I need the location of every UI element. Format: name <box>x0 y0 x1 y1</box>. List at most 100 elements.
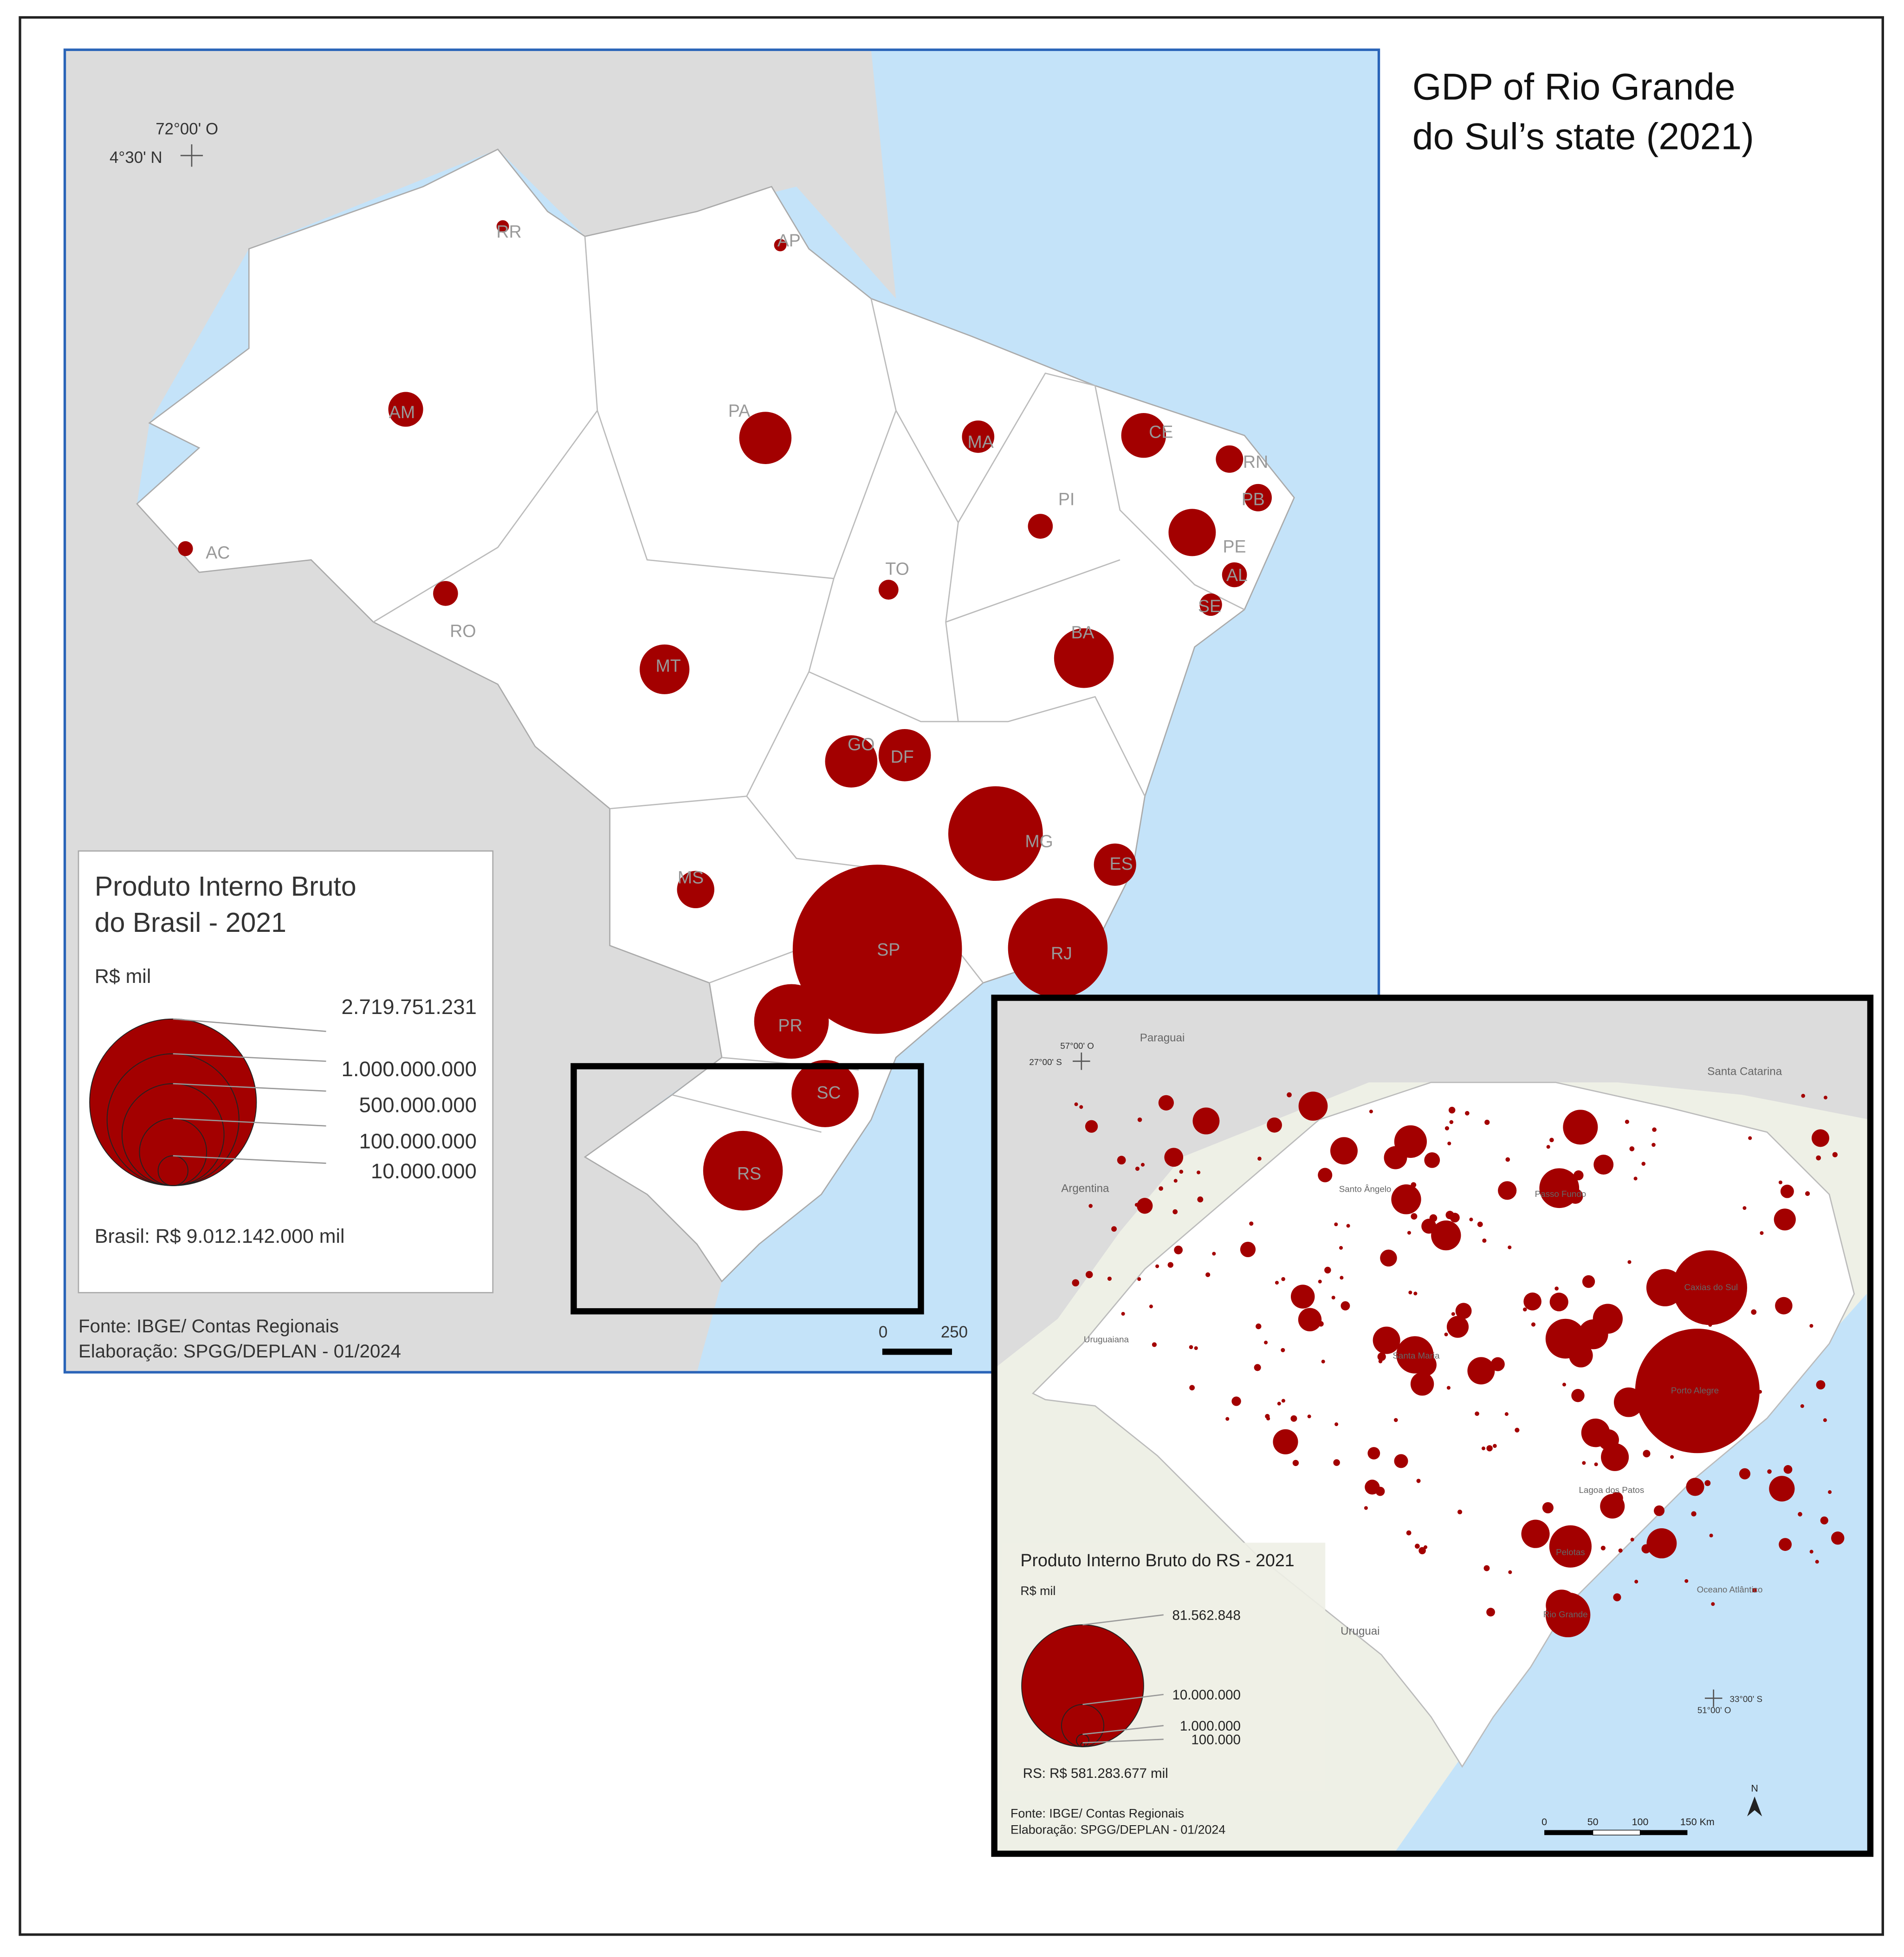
place-label: Lagoa dos Patos <box>1579 1485 1644 1495</box>
state-bubble <box>388 392 423 427</box>
municipality-bubble <box>1394 1454 1408 1468</box>
legend-size: 81.562.848 <box>1172 1608 1241 1623</box>
municipality-bubble <box>1365 1479 1380 1495</box>
municipality-bubble <box>1339 1246 1343 1250</box>
coord-cross <box>1073 1053 1723 1707</box>
municipality-bubble <box>1562 1382 1567 1387</box>
municipality-bubble <box>1189 1385 1195 1391</box>
source-text: Elaboração: SPGG/DEPLAN - 01/2024 <box>78 1341 401 1362</box>
municipality-bubble <box>1508 1570 1512 1574</box>
state-label: AL <box>1226 565 1248 585</box>
municipality-bubble <box>1264 1340 1268 1344</box>
municipality-bubble <box>1779 1538 1792 1551</box>
municipality-bubble <box>1158 1095 1174 1111</box>
municipality-bubble <box>1257 1156 1262 1161</box>
state-bubble <box>948 786 1043 881</box>
rs-ocean <box>1393 1294 1871 1854</box>
legend-leader <box>173 1053 326 1062</box>
municipality-bubble <box>1594 1462 1598 1466</box>
legend-leader <box>1082 1738 1164 1744</box>
municipality-bubble <box>1318 1279 1322 1284</box>
municipality-bubble <box>1298 1092 1328 1121</box>
municipality-bubble <box>1273 1429 1298 1454</box>
place-label: Santo Ângelo <box>1339 1184 1392 1194</box>
municipality-bubble <box>1455 1303 1472 1319</box>
municipality-bubble <box>1654 1505 1665 1516</box>
municipality-bubble <box>1627 1260 1632 1264</box>
legend-title: Produto Interno Bruto do RS - 2021 <box>1020 1550 1294 1570</box>
municipality-bubble <box>1563 1110 1598 1145</box>
municipality-bubble <box>1505 1157 1510 1162</box>
state-bubble <box>1244 484 1272 511</box>
municipality-bubble <box>1149 1305 1153 1309</box>
municipality-bubble <box>1088 1204 1093 1208</box>
place-label: Pelotas <box>1556 1547 1585 1557</box>
coord-label: 57°00' O <box>1060 1041 1094 1051</box>
state-label: SP <box>877 940 900 959</box>
municipality-bubble <box>1635 1329 1760 1453</box>
municipality-bubble <box>1486 1445 1493 1452</box>
municipality-bubble <box>1542 1502 1554 1514</box>
scale-label: 100 <box>1632 1816 1649 1828</box>
municipality-bubble <box>1334 1422 1339 1427</box>
coord-label: 33°00' S <box>1730 1694 1763 1704</box>
municipality-bubble <box>1281 1277 1285 1281</box>
legend-size: 10.000.000 <box>371 1159 477 1183</box>
municipality-bubble <box>1256 1323 1262 1330</box>
municipality-bubble <box>1416 1479 1421 1483</box>
municipality-bubble <box>1618 1548 1623 1553</box>
municipality-bubble <box>1832 1152 1838 1157</box>
municipality-bubble <box>1444 1126 1450 1130</box>
state-label: PR <box>778 1015 802 1035</box>
municipality-bubble <box>1484 1119 1490 1125</box>
state-label: MS <box>678 867 704 887</box>
state-bubble <box>1121 413 1166 458</box>
municipality-bubble <box>1711 1602 1715 1606</box>
place-label: Santa Catarina <box>1707 1065 1782 1078</box>
municipality-bubble <box>1424 1545 1428 1549</box>
municipality-bubble <box>1672 1250 1748 1325</box>
municipality-bubble <box>1189 1345 1193 1350</box>
municipality-bubble <box>1625 1119 1629 1124</box>
state-label: PA <box>728 401 750 420</box>
municipality-bubble <box>1117 1156 1126 1165</box>
legend-leader <box>173 1155 326 1164</box>
title: GDP of Rio Grande <box>1412 66 1736 108</box>
legend-leader <box>173 1117 326 1127</box>
municipality-bubble <box>1333 1459 1340 1466</box>
municipality-bubble <box>1783 1465 1793 1474</box>
municipality-bubble <box>1445 1211 1454 1220</box>
municipality-bubble <box>1418 1547 1426 1555</box>
state-label: DF <box>891 747 914 766</box>
municipality-bubble <box>1448 1106 1456 1114</box>
municipality-bubble <box>1198 1112 1203 1117</box>
state-bubble <box>774 239 787 252</box>
place-label: Rio Grande <box>1543 1609 1588 1619</box>
municipality-bubble <box>1523 1292 1541 1311</box>
place-label: Santa Maria <box>1392 1351 1440 1361</box>
municipality-bubble <box>1307 1414 1311 1419</box>
coord-label: 4°30' N <box>110 149 162 167</box>
municipality-bubble <box>1593 1304 1623 1334</box>
municipality-bubble <box>1641 1544 1651 1554</box>
source-text: Fonte: IBGE/ Contas Regionais <box>1010 1807 1184 1821</box>
state-label: RS <box>737 1163 761 1183</box>
scale-label: 0 <box>1541 1816 1547 1828</box>
municipality-bubble <box>1801 1094 1806 1098</box>
municipality-bubble <box>1582 1461 1586 1465</box>
legend-title: Produto Interno Bruto <box>95 872 356 902</box>
state-bubble <box>1094 843 1136 886</box>
legend-size: 1.000.000.000 <box>342 1057 477 1081</box>
municipality-bubble <box>1172 1209 1178 1214</box>
municipality-bubble <box>1651 1143 1656 1147</box>
municipality-bubble <box>1406 1530 1412 1536</box>
municipality-bubble <box>1212 1252 1216 1256</box>
municipality-bubble <box>1377 1352 1386 1361</box>
municipality-bubble <box>1809 1550 1813 1554</box>
rs-frame <box>991 995 1874 1857</box>
municipality-bubble <box>1515 1427 1520 1433</box>
municipality-bubble <box>1384 1146 1407 1169</box>
municipality-bubble <box>1481 1447 1486 1451</box>
municipality-bubble <box>1393 1418 1398 1422</box>
